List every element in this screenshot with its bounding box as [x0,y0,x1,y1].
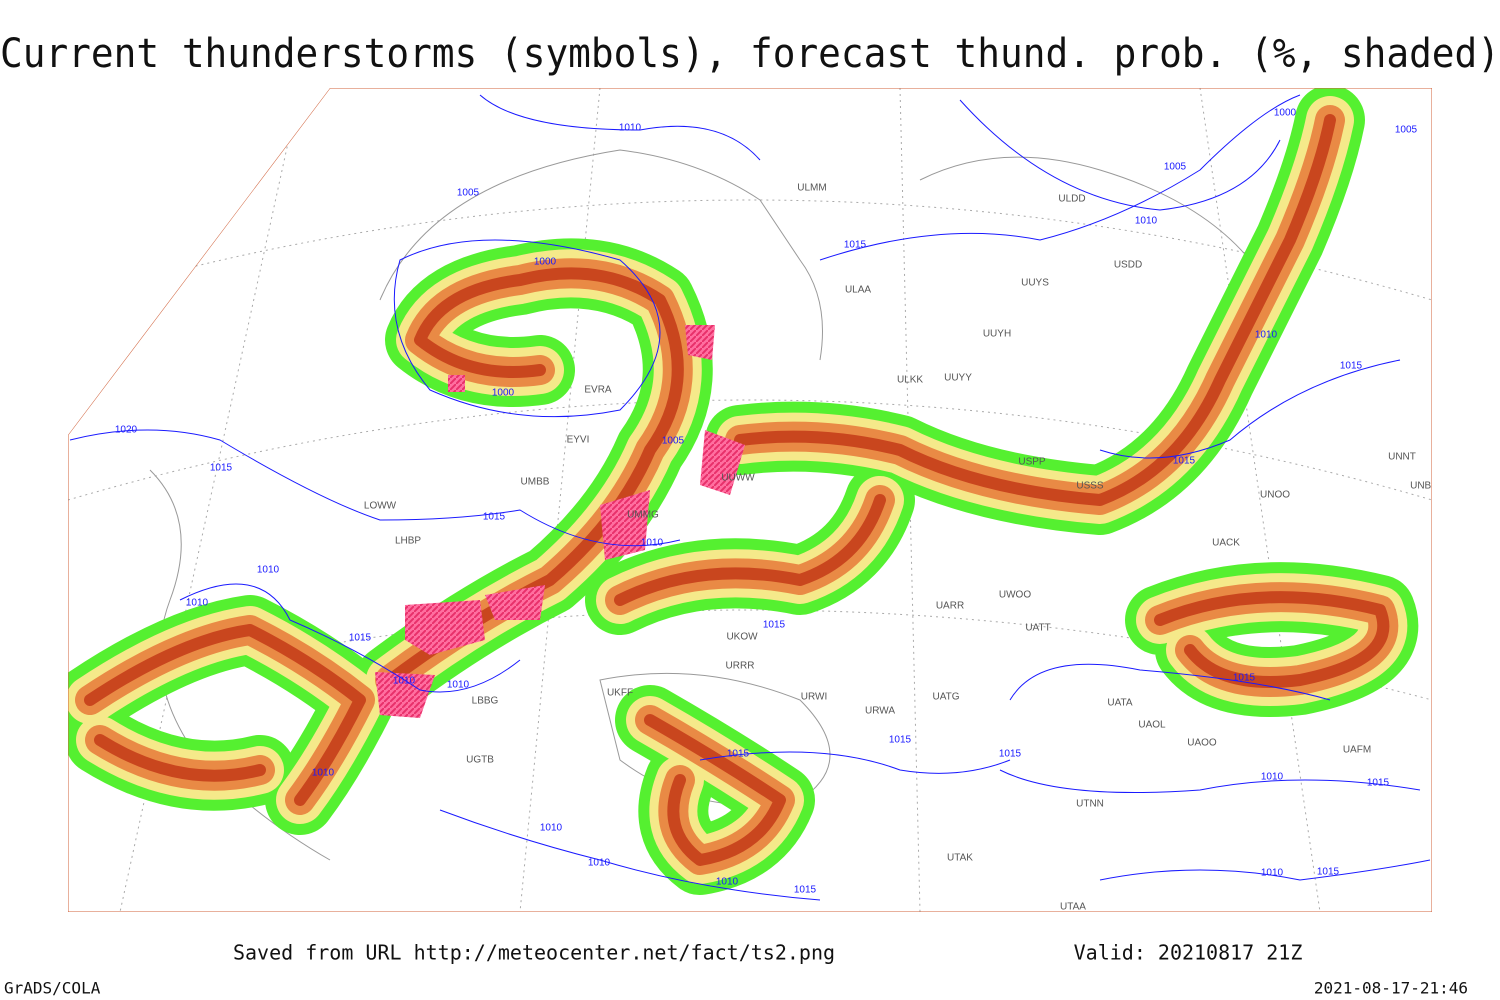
isobar-label: 1015 [1173,456,1196,467]
station-label: UKOW [726,632,758,643]
isobar-label: 1010 [186,598,209,609]
station-label: UACK [1212,538,1240,549]
station-label: USPP [1018,457,1046,468]
station-label: UGTB [466,755,494,766]
isobar-label: 1015 [794,885,817,896]
isobar-label: 1015 [1367,778,1390,789]
station-label: UMBB [521,477,550,488]
station-label: UWOO [999,590,1031,601]
station-label: URWI [801,692,827,703]
station-label: URRR [726,661,755,672]
station-label: UTNN [1076,799,1104,810]
isobar-label: 1010 [641,538,664,549]
isobar-label: 1010 [1135,216,1158,227]
station-label: ULMM [797,183,826,194]
isobar-label: 1010 [1261,868,1284,879]
isobar-label: 1005 [457,188,480,199]
isobar-label: 1015 [1233,673,1256,684]
station-label: UTAA [1060,902,1086,913]
isobar-label: 1000 [492,388,515,399]
station-label: EYVI [567,435,590,446]
station-label: UNOO [1260,490,1290,501]
station-label: UATG [932,692,959,703]
isobar-label: 1000 [534,257,557,268]
station-label: ULDD [1058,194,1085,205]
station-label: UUYS [1021,278,1049,289]
station-label: UUWW [721,473,755,484]
station-label: URWA [865,706,895,717]
isobar-label: 1005 [1164,162,1187,173]
station-label: LBBG [472,696,499,707]
timestamp: 2021-08-17-21:46 [1314,979,1468,998]
station-label: UMMG [627,510,659,521]
station-label: UAFM [1343,745,1371,756]
station-label: UAOO [1187,738,1217,749]
station-label: UKFF [607,688,633,699]
station-label: UUYY [944,373,972,384]
station-label: UNNT [1388,452,1416,463]
source-url: Saved from URL http://meteocenter.net/fa… [233,941,835,965]
isobars [69,94,1431,901]
station-label: UARR [936,601,964,612]
software-label: GrADS/COLA [4,979,101,998]
map-area: 1010 1005 1000 1000 1005 1015 1010 1005 1000 1005… [68,88,1438,913]
station-label: LHBP [395,536,421,547]
isobar-label: 1010 [716,877,739,888]
isobar-label: 1010 [447,680,470,691]
station-label: UATA [1107,698,1133,709]
station-label: ULKK [897,375,923,386]
isobar-label: 1020 [115,425,138,436]
isobar-label: 1010 [312,768,335,779]
isobar-label: 1015 [999,749,1022,760]
station-label: UUYH [983,329,1011,340]
thunderstorm-symbols [375,325,745,718]
isobar-label: 1010 [540,823,563,834]
station-label: UNBB [1410,481,1438,492]
isobar-label: 1015 [483,512,506,523]
isobar-label: 1015 [1340,361,1363,372]
isobar-label: 1015 [844,240,867,251]
isobar-label: 1005 [662,436,685,447]
isobar-label: 1010 [1261,772,1284,783]
station-label: USSS [1076,481,1104,492]
station-label: UTAK [947,853,973,864]
isobar-label: 1005 [1395,125,1418,136]
isobar-label: 1010 [393,676,416,687]
isobar-label: 1015 [763,620,786,631]
isobar-label: 1010 [1255,330,1278,341]
valid-time: Valid: 20210817 21Z [1074,941,1303,965]
isobar-label: 1010 [588,858,611,869]
isobar-label: 1015 [349,633,372,644]
isobar-label: 1015 [889,735,912,746]
isobar-label: 1015 [1317,867,1340,878]
station-label: UATT [1025,623,1050,634]
isobar-label: 1000 [1274,108,1297,119]
station-label: EVRA [584,385,612,396]
map-title: Current thunderstorms (symbols), forecas… [0,31,1500,77]
isobar-label: 1015 [210,463,233,474]
station-label: USDD [1114,260,1142,271]
station-label: LOWW [364,501,397,512]
station-label: ULAA [845,285,871,296]
isobar-label: 1010 [257,565,280,576]
isobar-label: 1010 [619,123,642,134]
isobar-label: 1015 [727,749,750,760]
station-label: UAOL [1138,720,1166,731]
